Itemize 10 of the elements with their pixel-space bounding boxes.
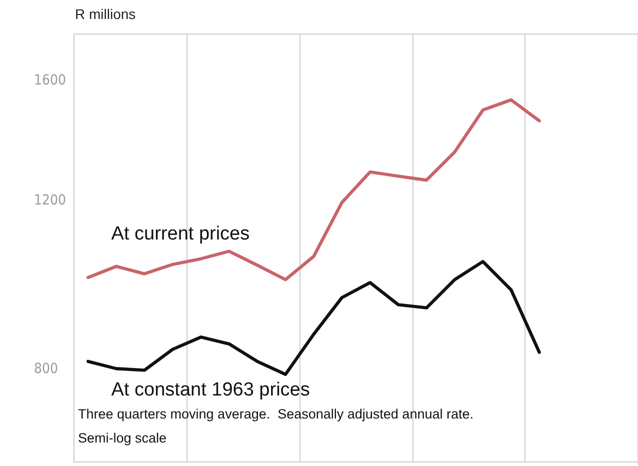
y-tick-label: 800 (34, 361, 58, 378)
series-label: At constant 1963 prices (111, 380, 310, 401)
y-tick-label: 1200 (34, 192, 66, 208)
annotation: Semi-log scale (78, 430, 167, 446)
y-tick-label: 1600 (34, 72, 66, 89)
annotation: Three quarters moving average. Seasonally adjusted annual rate. (78, 406, 474, 422)
line-series (86, 260, 541, 376)
y-axis-title: R millions (75, 6, 136, 22)
series-label: At current prices (111, 223, 250, 244)
line-series (86, 98, 541, 282)
